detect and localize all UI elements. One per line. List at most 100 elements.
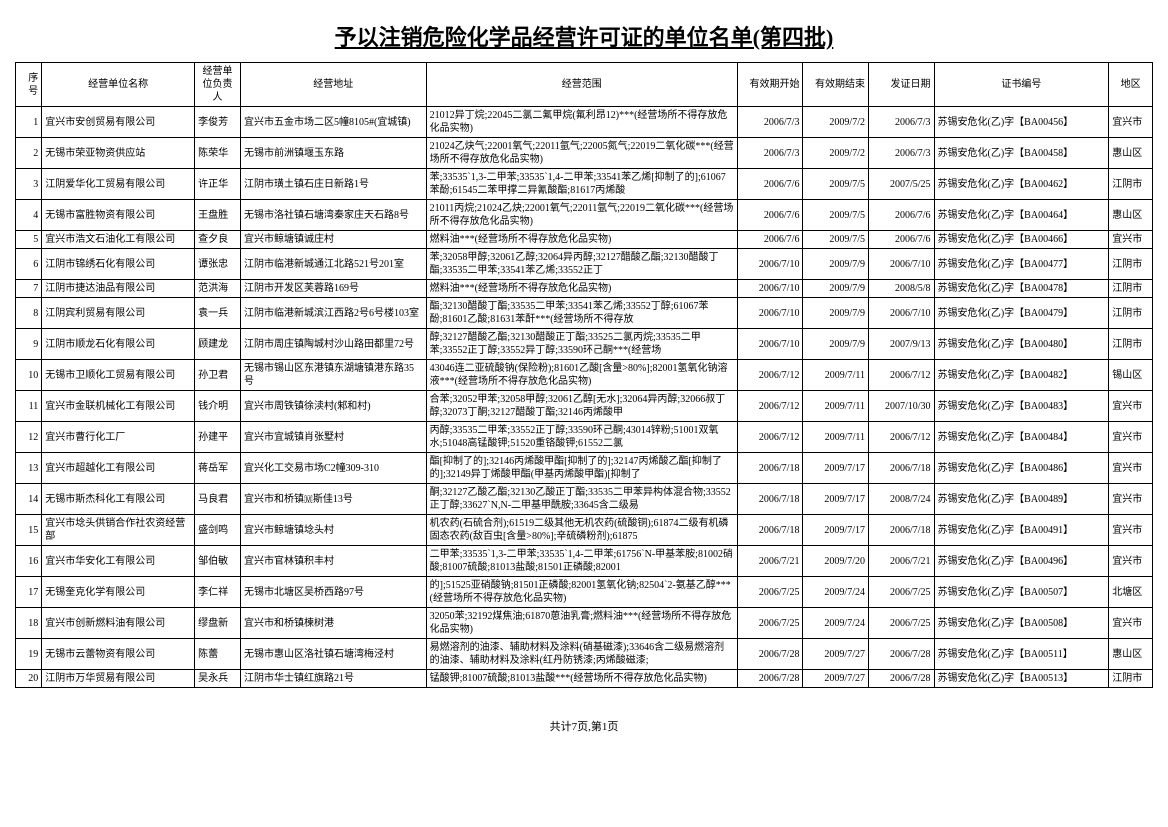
cell-end: 2009/7/9	[803, 280, 869, 298]
cell-end: 2009/7/17	[803, 453, 869, 484]
cell-addr: 宜兴化工交易市场C2幢309-310	[240, 453, 426, 484]
cell-addr: 宜兴市鲸塘镇诚庄村	[240, 231, 426, 249]
cell-addr: 江阴市华士镇红旗路21号	[240, 670, 426, 688]
page-title: 予以注销危险化学品经营许可证的单位名单(第四批)	[15, 20, 1153, 52]
cell-person: 缪盘新	[195, 608, 241, 639]
header-cert: 证书编号	[934, 63, 1109, 107]
cell-end: 2009/7/17	[803, 484, 869, 515]
cell-region: 惠山区	[1109, 200, 1153, 231]
table-row: 11宜兴市金联机械化工有限公司钱介明宜兴市周铁镇徐渎村(邾和村)合苯;32052…	[16, 391, 1153, 422]
cell-name: 宜兴市曹行化工厂	[42, 422, 195, 453]
cell-person: 孙卫君	[195, 360, 241, 391]
cell-region: 江阴市	[1109, 670, 1153, 688]
data-table: 序号 经营单位名称 经营单位负责人 经营地址 经营范围 有效期开始 有效期结束 …	[15, 62, 1153, 688]
cell-seq: 19	[16, 639, 42, 670]
cell-region: 惠山区	[1109, 639, 1153, 670]
cell-issue: 2006/7/10	[868, 298, 934, 329]
cell-region: 宜兴市	[1109, 515, 1153, 546]
cell-cert: 苏锡安危化(乙)字【BA00486】	[934, 453, 1109, 484]
cell-issue: 2007/10/30	[868, 391, 934, 422]
cell-name: 宜兴市金联机械化工有限公司	[42, 391, 195, 422]
cell-person: 范洪海	[195, 280, 241, 298]
cell-start: 2006/7/6	[737, 169, 803, 200]
cell-cert: 苏锡安危化(乙)字【BA00479】	[934, 298, 1109, 329]
cell-name: 宜兴市超越化工有限公司	[42, 453, 195, 484]
cell-start: 2006/7/28	[737, 639, 803, 670]
cell-end: 2009/7/2	[803, 138, 869, 169]
cell-issue: 2007/5/25	[868, 169, 934, 200]
cell-region: 江阴市	[1109, 280, 1153, 298]
cell-seq: 1	[16, 107, 42, 138]
cell-scope: 丙醇;33535二甲苯;33552正丁醇;33590环己酮;43014锌粉;51…	[426, 422, 737, 453]
cell-addr: 无锡市洛社镇石塘湾秦家庄天石路8号	[240, 200, 426, 231]
cell-cert: 苏锡安危化(乙)字【BA00482】	[934, 360, 1109, 391]
cell-name: 江阴宾利贸易有限公司	[42, 298, 195, 329]
cell-seq: 18	[16, 608, 42, 639]
table-row: 2无锡市荣亚物资供应站陈荣华无锡市前洲镇堰玉东路21024乙炔气;22001氧气…	[16, 138, 1153, 169]
header-region: 地区	[1109, 63, 1153, 107]
cell-end: 2009/7/17	[803, 515, 869, 546]
cell-person: 钱介明	[195, 391, 241, 422]
cell-issue: 2006/7/28	[868, 639, 934, 670]
cell-scope: 二甲苯;33535`1,3-二甲苯;33535`1,4-二甲苯;61756`N-…	[426, 546, 737, 577]
cell-end: 2009/7/5	[803, 200, 869, 231]
cell-region: 江阴市	[1109, 298, 1153, 329]
cell-scope: 21024乙炔气;22001氧气;22011氩气;22005氮气;22019二氧…	[426, 138, 737, 169]
page-footer: 共计7页,第1页	[15, 718, 1153, 734]
cell-scope: 易燃溶剂的油漆、辅助材料及涂料(硝基磁漆);33646含二级易燃溶剂的油漆、辅助…	[426, 639, 737, 670]
table-row: 19无锡市云蕾物资有限公司陈蕾无锡市惠山区洛社镇石塘湾梅泾村易燃溶剂的油漆、辅助…	[16, 639, 1153, 670]
cell-addr: 宜兴市和桥镇🇲斯佳13号	[240, 484, 426, 515]
cell-seq: 8	[16, 298, 42, 329]
cell-name: 江阴市捷达油品有限公司	[42, 280, 195, 298]
cell-start: 2006/7/6	[737, 231, 803, 249]
header-name: 经营单位名称	[42, 63, 195, 107]
cell-start: 2006/7/10	[737, 329, 803, 360]
cell-name: 宜兴市埝头供销合作社农资经营部	[42, 515, 195, 546]
cell-cert: 苏锡安危化(乙)字【BA00464】	[934, 200, 1109, 231]
cell-person: 吴永兵	[195, 670, 241, 688]
cell-end: 2009/7/11	[803, 422, 869, 453]
table-row: 15宜兴市埝头供销合作社农资经营部盛剑鸣宜兴市鲸塘镇埝头村机农药(石硫合剂);6…	[16, 515, 1153, 546]
header-end: 有效期结束	[803, 63, 869, 107]
cell-seq: 10	[16, 360, 42, 391]
cell-start: 2006/7/18	[737, 484, 803, 515]
table-row: 6江阴市锦绣石化有限公司谭张忠江阴市临港新城通江北路521号201室苯;3205…	[16, 249, 1153, 280]
cell-cert: 苏锡安危化(乙)字【BA00456】	[934, 107, 1109, 138]
cell-issue: 2006/7/25	[868, 577, 934, 608]
cell-issue: 2006/7/28	[868, 670, 934, 688]
cell-start: 2006/7/6	[737, 200, 803, 231]
cell-addr: 宜兴市官林镇积丰村	[240, 546, 426, 577]
cell-person: 顾建龙	[195, 329, 241, 360]
cell-region: 宜兴市	[1109, 391, 1153, 422]
cell-name: 无锡市云蕾物资有限公司	[42, 639, 195, 670]
cell-issue: 2006/7/18	[868, 515, 934, 546]
cell-person: 袁一兵	[195, 298, 241, 329]
cell-issue: 2006/7/12	[868, 360, 934, 391]
cell-seq: 15	[16, 515, 42, 546]
cell-scope: 锰酸钾;81007硫酸;81013盐酸***(经营场所不得存放危化品实物)	[426, 670, 737, 688]
cell-start: 2006/7/28	[737, 670, 803, 688]
cell-person: 盛剑鸣	[195, 515, 241, 546]
table-row: 12宜兴市曹行化工厂孙建平宜兴市宜城镇肖张墅村丙醇;33535二甲苯;33552…	[16, 422, 1153, 453]
cell-scope: 酯[抑制了的];32146丙烯酸甲酯[抑制了的];32147丙烯酸乙酯[抑制了的…	[426, 453, 737, 484]
cell-start: 2006/7/10	[737, 249, 803, 280]
cell-seq: 4	[16, 200, 42, 231]
cell-issue: 2008/7/24	[868, 484, 934, 515]
cell-person: 李俊芳	[195, 107, 241, 138]
table-row: 17无锡奎克化学有限公司李仁祥无锡市北塘区吴桥西路97号的];51525亚硝酸钠…	[16, 577, 1153, 608]
header-seq: 序号	[16, 63, 42, 107]
cell-addr: 江阴市开发区芙蓉路169号	[240, 280, 426, 298]
cell-end: 2009/7/9	[803, 329, 869, 360]
cell-region: 惠山区	[1109, 138, 1153, 169]
cell-addr: 无锡市北塘区吴桥西路97号	[240, 577, 426, 608]
cell-addr: 无锡市惠山区洛社镇石塘湾梅泾村	[240, 639, 426, 670]
cell-end: 2009/7/27	[803, 670, 869, 688]
table-row: 14无锡市斯杰科化工有限公司马良君宜兴市和桥镇🇲斯佳13号酮;32127乙酸乙酯…	[16, 484, 1153, 515]
header-scope: 经营范围	[426, 63, 737, 107]
cell-cert: 苏锡安危化(乙)字【BA00511】	[934, 639, 1109, 670]
cell-person: 孙建平	[195, 422, 241, 453]
cell-cert: 苏锡安危化(乙)字【BA00491】	[934, 515, 1109, 546]
cell-seq: 7	[16, 280, 42, 298]
cell-start: 2006/7/21	[737, 546, 803, 577]
cell-seq: 11	[16, 391, 42, 422]
